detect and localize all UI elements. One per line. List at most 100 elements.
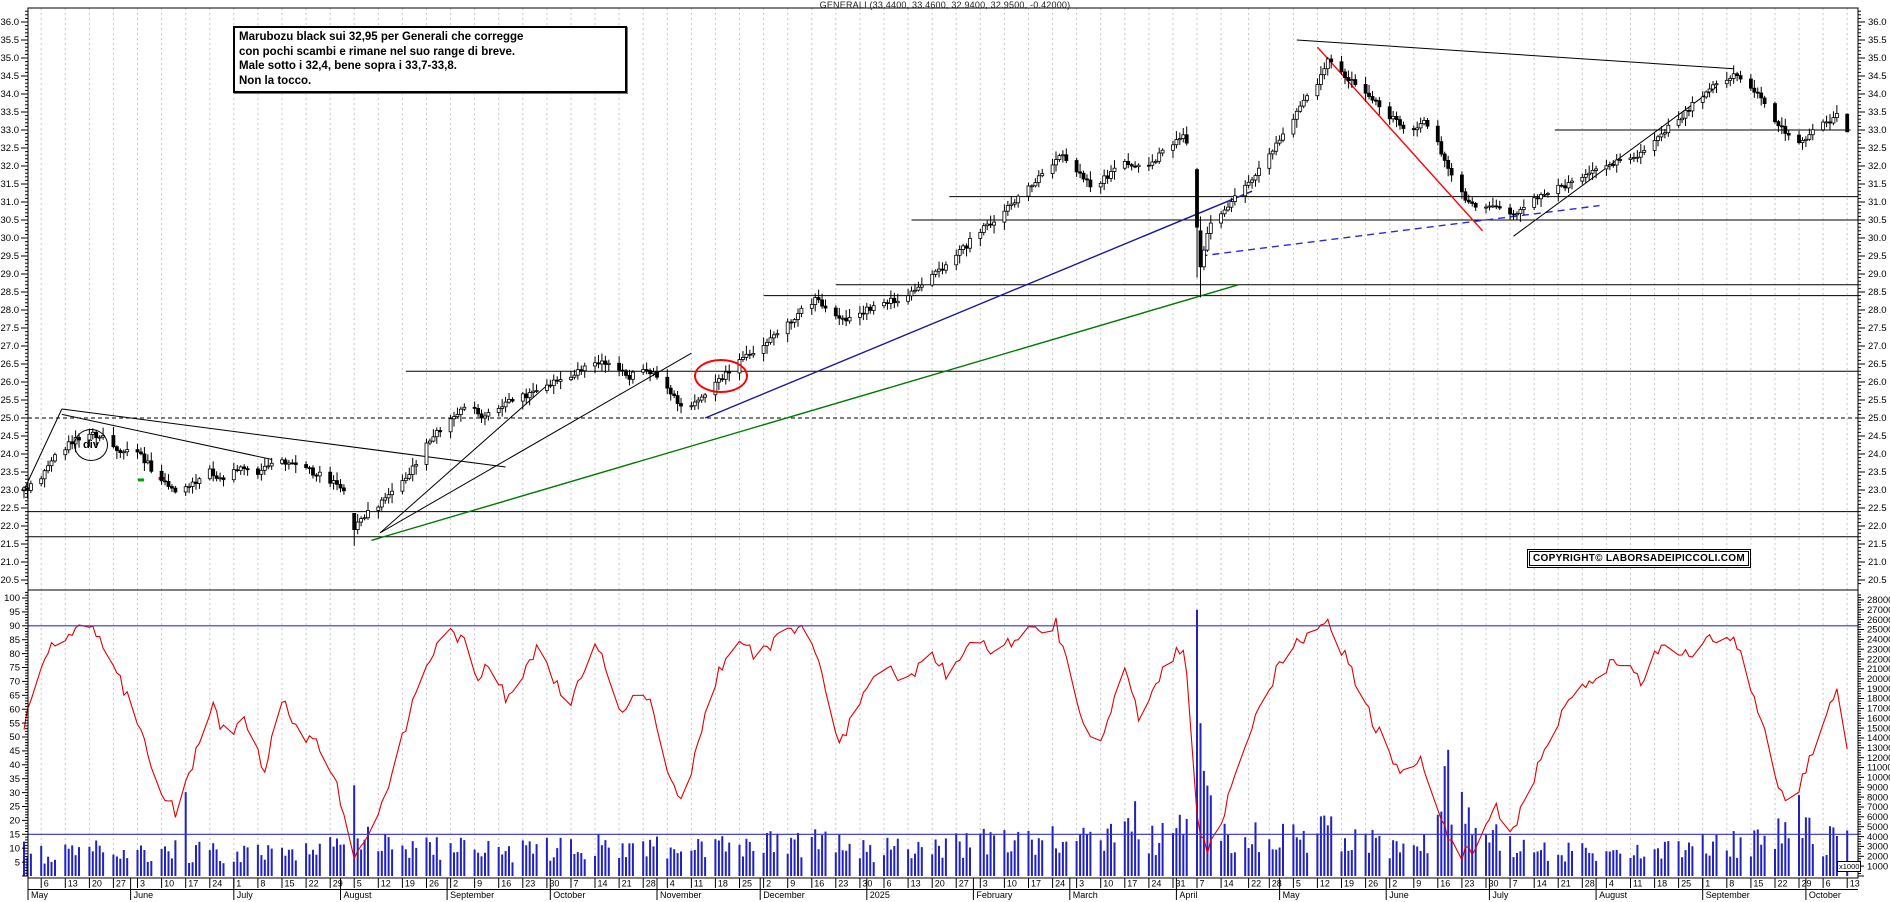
week-tick-label: 16 — [814, 879, 824, 889]
week-tick-label: 6 — [887, 879, 892, 889]
svg-text:45: 45 — [9, 746, 20, 757]
week-tick-label: 9 — [477, 879, 482, 889]
annotation-line: Marubozu black sui 32,95 per Generali ch… — [239, 31, 524, 43]
week-tick-label: 4 — [1609, 879, 1614, 889]
week-tick-label: 30 — [549, 879, 559, 889]
svg-text:20.5: 20.5 — [1868, 575, 1887, 586]
annotation-line: Non la tocco. — [239, 74, 312, 87]
svg-text:23.0: 23.0 — [1868, 485, 1887, 496]
week-tick-label: 3 — [983, 879, 988, 889]
trendlines — [23, 39, 1851, 542]
month-label: September — [1706, 890, 1750, 900]
week-tick-label: 17 — [1127, 879, 1137, 889]
week-tick-label: 21 — [1561, 879, 1571, 889]
week-tick-label: 14 — [598, 879, 608, 889]
month-label: May — [31, 890, 49, 900]
week-tick-label: 4 — [670, 879, 675, 889]
week-tick-label: 30 — [1489, 879, 1499, 889]
month-label: November — [660, 890, 702, 900]
svg-text:27.0: 27.0 — [1868, 341, 1887, 352]
week-tick-label: 20 — [935, 879, 945, 889]
week-tick-label: 8 — [260, 879, 265, 889]
week-tick-label: 27 — [116, 879, 126, 889]
svg-text:50: 50 — [9, 732, 20, 743]
svg-text:22.5: 22.5 — [1868, 503, 1887, 514]
week-tick-label: 18 — [718, 879, 728, 889]
svg-text:10: 10 — [9, 843, 20, 854]
week-tick-label: 2 — [766, 879, 771, 889]
svg-text:21000: 21000 — [1867, 664, 1890, 675]
svg-text:32.5: 32.5 — [1, 143, 20, 154]
week-tick-label: 23 — [838, 879, 848, 889]
week-tick-label: 10 — [1007, 879, 1017, 889]
svg-text:35: 35 — [9, 774, 20, 785]
week-tick-label: 3 — [140, 879, 145, 889]
svg-text:34.0: 34.0 — [1868, 89, 1887, 100]
week-tick-label: 13 — [1850, 879, 1860, 889]
svg-text:10000: 10000 — [1867, 773, 1890, 784]
svg-text:25.5: 25.5 — [1868, 395, 1887, 406]
svg-text:100: 100 — [4, 593, 20, 604]
svg-text:25: 25 — [9, 802, 20, 813]
oscillator-threshold-lines — [28, 625, 1858, 835]
month-label: June — [1389, 890, 1409, 900]
svg-text:90: 90 — [9, 621, 20, 632]
week-tick-label: 11 — [694, 879, 703, 889]
divergence-circle-annotation: div — [74, 429, 108, 461]
svg-text:20.5: 20.5 — [1, 575, 20, 586]
month-label: July — [237, 890, 254, 900]
week-tick-label: 3 — [1079, 879, 1084, 889]
svg-text:26.0: 26.0 — [1, 377, 20, 388]
week-tick-label: 7 — [1513, 879, 1518, 889]
svg-text:28.0: 28.0 — [1, 305, 20, 316]
svg-text:80: 80 — [9, 649, 20, 660]
annotation-line: con pochi scambi e rimane nel suo range … — [239, 45, 516, 58]
svg-text:19000: 19000 — [1867, 684, 1890, 695]
week-tick-label: 10 — [1103, 879, 1113, 889]
svg-text:22.0: 22.0 — [1, 521, 20, 532]
svg-text:22.5: 22.5 — [1, 503, 20, 514]
svg-text:21.0: 21.0 — [1868, 557, 1887, 568]
svg-text:40: 40 — [9, 760, 20, 771]
svg-text:20000: 20000 — [1867, 674, 1890, 685]
week-tick-label: 26 — [1368, 879, 1378, 889]
svg-text:35.0: 35.0 — [1868, 53, 1887, 64]
week-tick-label: 14 — [1537, 879, 1547, 889]
annotation-line: Male sotto i 32,4, bene sopra i 33,7-33,… — [239, 60, 457, 72]
week-tick-label: 25 — [1681, 879, 1691, 889]
panel-borders — [27, 7, 1859, 879]
week-tick-label: 28 — [1272, 879, 1282, 889]
svg-text:60: 60 — [9, 704, 20, 715]
svg-text:11000: 11000 — [1867, 763, 1890, 774]
svg-text:23.5: 23.5 — [1868, 467, 1887, 478]
week-tick-label: 13 — [911, 879, 921, 889]
svg-text:17000: 17000 — [1867, 704, 1890, 715]
week-tick-label: 1 — [236, 879, 241, 889]
week-tick-label: 9 — [1416, 879, 1421, 889]
week-tick-label: 20 — [92, 879, 102, 889]
svg-text:12000: 12000 — [1867, 753, 1890, 764]
svg-text:13000: 13000 — [1867, 743, 1890, 754]
svg-text:25.0: 25.0 — [1868, 413, 1887, 424]
month-label: June — [134, 890, 154, 900]
week-tick-label: 28 — [1585, 879, 1595, 889]
candlesticks — [22, 54, 1850, 546]
week-tick-label: 5 — [357, 879, 362, 889]
svg-text:33.5: 33.5 — [1, 107, 20, 118]
svg-text:34.5: 34.5 — [1868, 71, 1887, 82]
week-tick-label: 22 — [1778, 879, 1788, 889]
week-tick-label: 29 — [333, 879, 343, 889]
week-tick-label: 24 — [212, 879, 222, 889]
svg-text:30.5: 30.5 — [1868, 215, 1887, 226]
month-label: July — [1492, 890, 1509, 900]
week-tick-label: 8 — [1729, 879, 1734, 889]
svg-text:22.0: 22.0 — [1868, 521, 1887, 532]
week-tick-label: 6 — [1826, 879, 1831, 889]
month-label: April — [1179, 890, 1197, 900]
svg-text:70: 70 — [9, 677, 20, 688]
week-tick-label: 6 — [44, 879, 49, 889]
svg-text:33.0: 33.0 — [1, 125, 20, 136]
svg-text:5: 5 — [15, 857, 20, 868]
svg-text:30: 30 — [9, 788, 20, 799]
